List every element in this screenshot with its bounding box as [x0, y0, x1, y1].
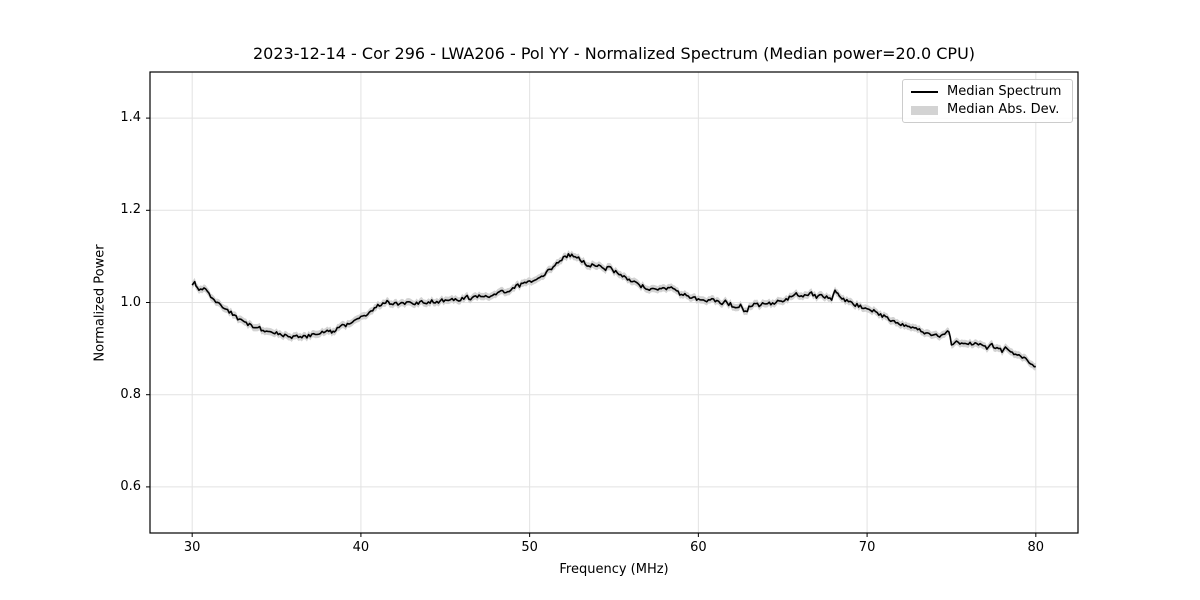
y-tick-label: 1.0 [120, 294, 141, 310]
legend: Median Spectrum Median Abs. Dev. [902, 79, 1073, 123]
legend-line-swatch-icon [911, 91, 938, 93]
mad-band [192, 250, 1036, 371]
x-tick-label: 40 [352, 540, 370, 555]
chart-title: 2023-12-14 - Cor 296 - LWA206 - Pol YY -… [252, 44, 976, 63]
y-tick-label: 1.4 [120, 110, 141, 126]
legend-label: Median Spectrum [947, 84, 1062, 99]
x-tick-label: 80 [1027, 540, 1045, 555]
x-axis-label: Frequency (MHz) [559, 562, 669, 577]
legend-item-median-spectrum: Median Spectrum [911, 84, 1064, 100]
legend-item-median-abs-dev: Median Abs. Dev. [911, 102, 1064, 118]
y-tick-label: 0.8 [120, 386, 141, 402]
y-axis-label: Normalized Power [92, 244, 108, 362]
y-tick-label: 0.6 [120, 478, 141, 494]
x-tick-label: 30 [183, 540, 201, 555]
x-tick-label: 50 [521, 540, 538, 555]
legend-label: Median Abs. Dev. [947, 102, 1060, 117]
x-tick-label: 70 [858, 540, 876, 555]
legend-patch-swatch-icon [911, 105, 938, 115]
median-spectrum-line [191, 253, 1036, 368]
x-tick-label: 60 [690, 540, 707, 555]
y-tick-label: 1.2 [120, 202, 141, 218]
